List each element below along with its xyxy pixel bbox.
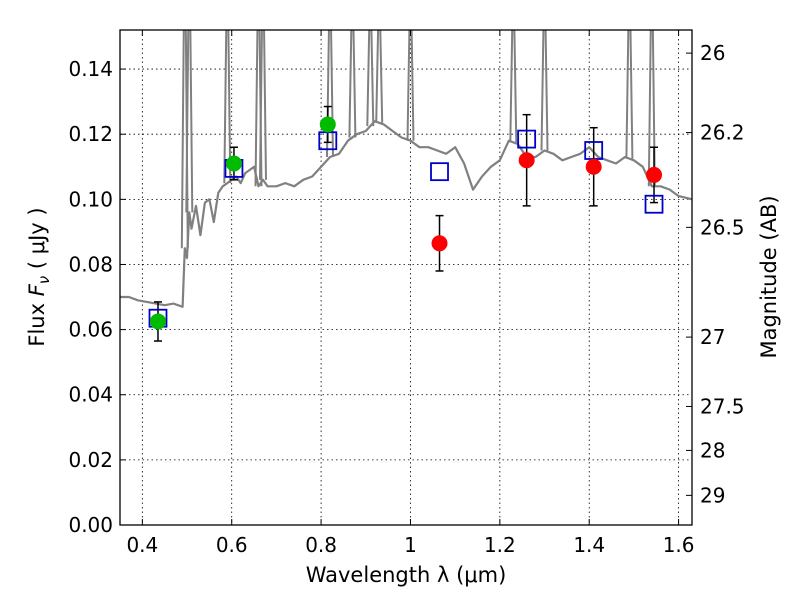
emission-spike xyxy=(326,30,334,158)
y-tick-label: 0.08 xyxy=(68,252,113,276)
tick-marks xyxy=(120,30,692,526)
y2-tick-label: 26.2 xyxy=(700,121,745,145)
x-tick-label: 0.6 xyxy=(216,533,248,557)
y-tick-label: 0.04 xyxy=(68,383,113,407)
y2-tick-label: 26.5 xyxy=(700,215,745,239)
emission-spike xyxy=(509,30,518,143)
emission-spike xyxy=(625,30,634,159)
emission-spike xyxy=(348,30,357,138)
y-tick-label: 0.12 xyxy=(68,122,113,146)
y-axis-label-prefix: Flux xyxy=(25,296,49,346)
y-axis-label-symbol: F xyxy=(25,283,49,296)
x-axis-label: Wavelength λ (μm) xyxy=(306,563,507,587)
spectrum-line xyxy=(120,120,692,308)
model-photometry-square xyxy=(517,129,537,149)
y-axis-label-suffix: ( μJy ) xyxy=(25,207,49,275)
x-tick-label: 1.2 xyxy=(484,533,516,557)
y-axis-label-subscript: ν xyxy=(35,276,53,284)
y-tick-label: 0.00 xyxy=(68,513,113,537)
photometry-point xyxy=(319,116,336,133)
emission-spike xyxy=(375,30,384,123)
y-tick-label: 0.14 xyxy=(68,57,113,81)
photometry-point xyxy=(225,155,242,172)
y2-tick-label: 28 xyxy=(700,438,725,462)
emission-spike xyxy=(406,30,415,141)
x-tick-label: 1.4 xyxy=(573,533,605,557)
emission-spike xyxy=(540,30,549,151)
y-axis-label: Flux Fν ( μJy ) xyxy=(25,207,53,346)
photometry-point xyxy=(149,313,166,330)
emission-spike xyxy=(185,30,194,213)
model-photometry-square xyxy=(430,162,449,182)
photometry-point xyxy=(518,152,535,169)
grid-lines xyxy=(120,30,692,526)
emission-spike xyxy=(223,30,232,184)
y2-tick-label: 29 xyxy=(700,483,725,507)
emission-spike xyxy=(647,30,656,187)
x-tick-label: 0.8 xyxy=(305,533,337,557)
plot-frame xyxy=(119,29,693,526)
y-tick-label: 0.02 xyxy=(68,448,113,472)
y2-tick-label: 27 xyxy=(700,325,725,349)
plot-background xyxy=(120,30,692,525)
photometry-point xyxy=(646,166,663,183)
emission-spike xyxy=(259,30,267,180)
x-tick-label: 0.4 xyxy=(126,533,158,557)
y-tick-label: 0.10 xyxy=(68,187,113,211)
x-tick-label: 1 xyxy=(404,533,417,557)
emission-spike xyxy=(366,30,375,127)
y2-tick-label: 27.5 xyxy=(700,394,745,418)
tick-labels: 0.4 0.6 0.8 1 1.2 1.4 1.6 0.00 0.02 0.04 0.06 0.08 0… xyxy=(68,41,744,557)
photometry-point xyxy=(431,235,448,252)
y2-axis-label: Magnitude (AB) xyxy=(757,195,781,358)
x-tick-label: 1.6 xyxy=(663,533,695,557)
model-photometry-square xyxy=(644,194,664,214)
y-tick-label: 0.06 xyxy=(68,318,113,342)
y2-tick-label: 26 xyxy=(700,41,725,65)
data-layer xyxy=(120,30,692,342)
photometry-point xyxy=(585,158,602,175)
